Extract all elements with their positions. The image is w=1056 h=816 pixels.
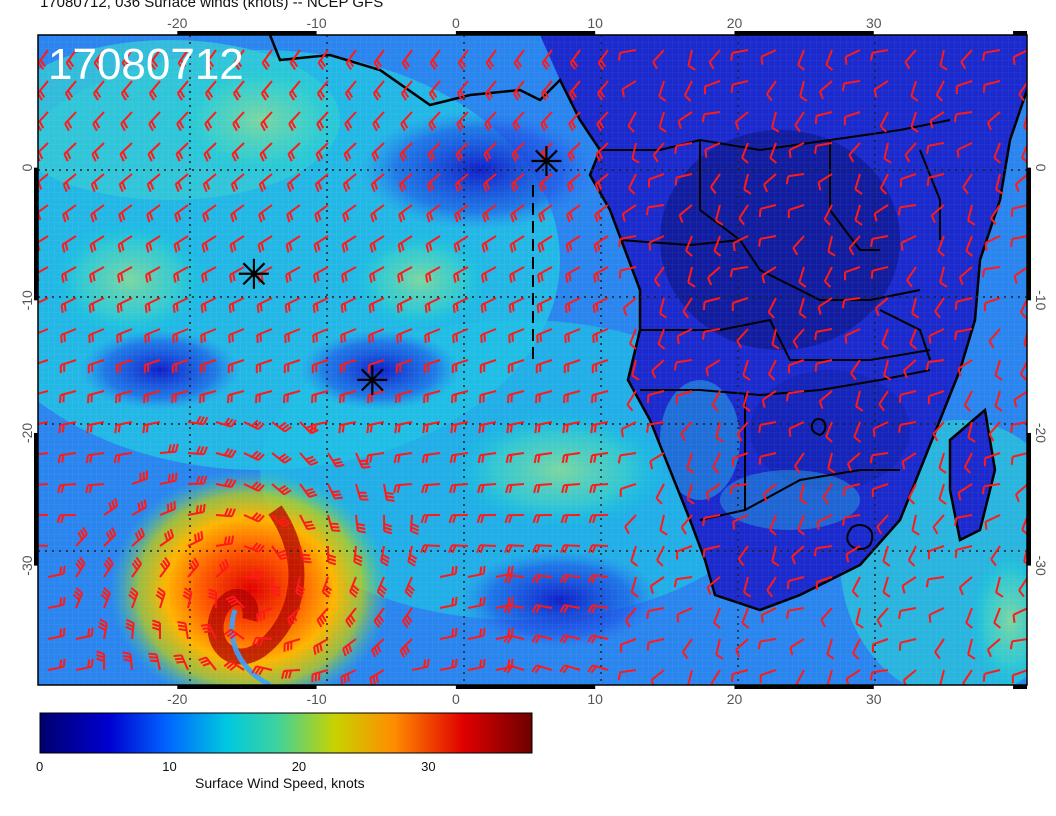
- lat-tick-labels-left: 0 -10 -20 -30: [19, 164, 35, 576]
- lon-tick-top: -20: [167, 15, 187, 31]
- lon-tick-bottom: 30: [866, 691, 882, 707]
- lon-tick-bottom: -10: [306, 691, 326, 707]
- lon-tick-top: 30: [866, 15, 882, 31]
- date-stamp: 17080712: [48, 40, 244, 89]
- lat-tick-right: -20: [1033, 423, 1049, 443]
- lat-tick-left: -10: [19, 290, 35, 310]
- lat-tick-right: -30: [1033, 555, 1049, 575]
- lon-tick-top: 20: [727, 15, 743, 31]
- colorbar-tick-label: 20: [292, 759, 306, 774]
- colorbar-tick-label: 0: [36, 759, 43, 774]
- lon-tick-bottom: 20: [727, 691, 743, 707]
- lon-tick-labels-bottom: -20 -10 0 10 20 30: [167, 691, 882, 707]
- lon-tick-bottom: 0: [452, 691, 460, 707]
- lon-tick-bottom: 10: [587, 691, 603, 707]
- lat-tick-left: 0: [19, 164, 35, 172]
- lon-tick-labels-top: -20 -10 0 10 20 30: [167, 15, 882, 31]
- lat-tick-labels-right: 0 -10 -20 -30: [1033, 164, 1049, 576]
- lon-tick-top: 0: [452, 15, 460, 31]
- colorbar: [39, 712, 533, 754]
- colorbar-ticks: 0 10 20 30: [36, 759, 436, 774]
- star-marker-1: [531, 146, 562, 177]
- colorbar-label: Surface Wind Speed, knots: [195, 775, 365, 791]
- star-marker-3: [357, 364, 388, 395]
- lat-tick-right: -10: [1033, 290, 1049, 310]
- lon-tick-top: 10: [587, 15, 603, 31]
- wind-speed-field: [38, 35, 1027, 685]
- map-title: 17080712, 036 Surface winds (knots) -- N…: [40, 0, 384, 11]
- lon-tick-top: -10: [306, 15, 326, 31]
- colorbar-tick-label: 10: [162, 759, 176, 774]
- lat-tick-left: -20: [19, 423, 35, 443]
- lon-tick-bottom: -20: [167, 691, 187, 707]
- lat-tick-left: -30: [19, 555, 35, 575]
- star-marker-2: [238, 258, 269, 289]
- wind-barbs: [38, 49, 1027, 685]
- colorbar-tick-label: 30: [421, 759, 435, 774]
- lat-tick-right: 0: [1033, 164, 1049, 172]
